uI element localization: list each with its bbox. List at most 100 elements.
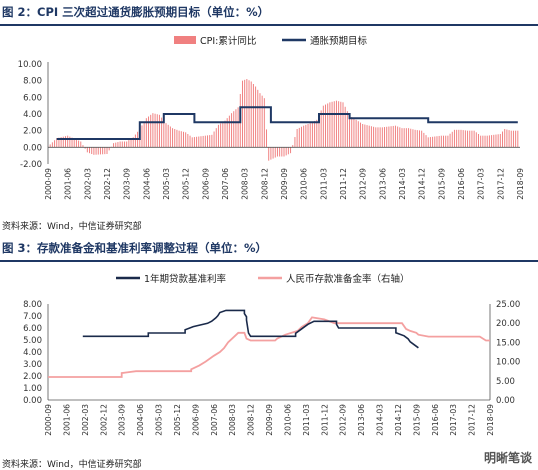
cpi-bar	[281, 147, 283, 157]
x-tick-label: 2005-12	[182, 168, 191, 200]
x-tick-label: 2011-12	[320, 404, 329, 436]
x-tick-label: 2008-12	[247, 404, 256, 436]
cpi-bar	[130, 138, 132, 148]
cpi-bar	[305, 124, 307, 148]
cpi-bar	[60, 137, 62, 148]
x-tick-label: 2017-03	[477, 168, 486, 200]
cpi-bar	[453, 129, 455, 148]
cpi-bar	[425, 135, 427, 148]
figure2-title: 图 3：存款准备金和基准利率调整过程（单位：%）	[2, 241, 268, 255]
cpi-bar	[451, 131, 453, 148]
cpi-bar	[115, 142, 117, 148]
x-tick-label: 2009-09	[280, 168, 289, 200]
cpi-bar	[427, 137, 429, 148]
x-tick-label: 2016-06	[457, 168, 466, 200]
y-tick-label: 8.00	[23, 77, 42, 87]
x-tick-label: 2000-09	[44, 168, 53, 200]
x-tick-label: 2005-03	[162, 168, 171, 200]
cpi-bar	[143, 121, 145, 148]
cpi-bar	[211, 134, 213, 148]
cpi-bar	[176, 129, 178, 148]
cpi-bar	[327, 103, 329, 148]
cpi-bar	[108, 147, 110, 151]
cpi-bar	[353, 118, 355, 148]
x-tick-label: 2013-06	[357, 404, 366, 436]
cpi-bar	[340, 101, 342, 148]
cpi-bar	[220, 123, 222, 148]
y-right-tick-label: 10.00	[496, 358, 520, 368]
x-tick-label: 2014-03	[398, 168, 407, 200]
cpi-bar	[204, 135, 206, 148]
cpi-bar	[224, 120, 226, 148]
cpi-bar	[102, 147, 104, 155]
cpi-bar	[434, 136, 436, 148]
cpi-bar	[69, 136, 71, 148]
cpi-bar	[257, 89, 259, 148]
cpi-bar	[215, 128, 217, 148]
rrr-line	[48, 316, 490, 378]
cpi-bar	[351, 117, 353, 148]
cpi-bar	[226, 118, 228, 148]
cpi-bar	[180, 131, 182, 148]
cpi-bar	[287, 147, 289, 155]
x-tick-label: 2001-06	[62, 404, 71, 436]
cpi-bar	[392, 125, 394, 148]
cpi-bar	[213, 131, 215, 148]
cpi-bar	[357, 121, 359, 148]
cpi-bar	[158, 114, 160, 148]
cpi-bar	[366, 125, 368, 148]
cpi-bar	[349, 115, 351, 148]
inflation-target-line	[56, 106, 518, 140]
x-tick-label: 2002-12	[99, 404, 108, 436]
cpi-bar	[141, 125, 143, 148]
legend-label-target: 通胀预期目标	[310, 35, 368, 47]
cpi-bar	[384, 127, 386, 148]
cpi-bar	[128, 140, 130, 148]
cpi-bar	[469, 130, 471, 148]
cpi-bar	[99, 147, 101, 155]
cpi-bar	[252, 84, 254, 148]
y-right-tick-label: 5.00	[496, 377, 515, 387]
figure1-title: 图 2：CPI 三次超过通货膨胀预期目标（单位：%）	[2, 5, 270, 19]
cpi-bar	[309, 123, 311, 148]
cpi-bar	[443, 135, 445, 148]
watermark: 明晰笔谈	[483, 451, 532, 465]
x-tick-label: 2002-12	[103, 168, 112, 200]
y-left-tick-label: 0.00	[23, 396, 42, 406]
cpi-bar	[161, 117, 163, 148]
cpi-bar	[117, 142, 119, 148]
cpi-bar	[104, 147, 106, 155]
cpi-bar	[200, 136, 202, 148]
cpi-bar	[132, 137, 134, 148]
cpi-bar	[432, 136, 434, 148]
cpi-bar	[477, 134, 479, 148]
cpi-bar	[436, 136, 438, 148]
cpi-bar	[390, 126, 392, 148]
cpi-bar	[399, 127, 401, 148]
x-tick-label: 2018-09	[516, 168, 525, 200]
cpi-bar	[97, 147, 99, 155]
x-tick-label: 2011-03	[302, 404, 311, 436]
cpi-bar	[370, 126, 372, 148]
cpi-bar	[86, 147, 88, 153]
x-tick-label: 2018-09	[486, 404, 495, 436]
x-tick-label: 2014-12	[418, 168, 427, 200]
cpi-bar	[62, 136, 64, 148]
cpi-bar	[67, 135, 69, 148]
x-tick-label: 2000-09	[44, 404, 53, 436]
x-tick-label: 2015-09	[437, 168, 446, 200]
x-tick-label: 2005-12	[173, 404, 182, 436]
y-left-tick-label: 7.00	[23, 312, 42, 322]
cpi-bar	[410, 128, 412, 148]
cpi-bar	[266, 129, 268, 148]
cpi-bar	[414, 129, 416, 148]
cpi-bar	[314, 120, 316, 148]
y-left-tick-label: 8.00	[23, 300, 42, 310]
cpi-bar	[95, 147, 97, 155]
cpi-bar	[191, 137, 193, 148]
cpi-bar	[373, 126, 375, 148]
cpi-bar	[429, 137, 431, 148]
x-tick-label: 2011-03	[319, 168, 328, 200]
cpi-bar	[248, 80, 250, 148]
cpi-bar	[174, 129, 176, 148]
